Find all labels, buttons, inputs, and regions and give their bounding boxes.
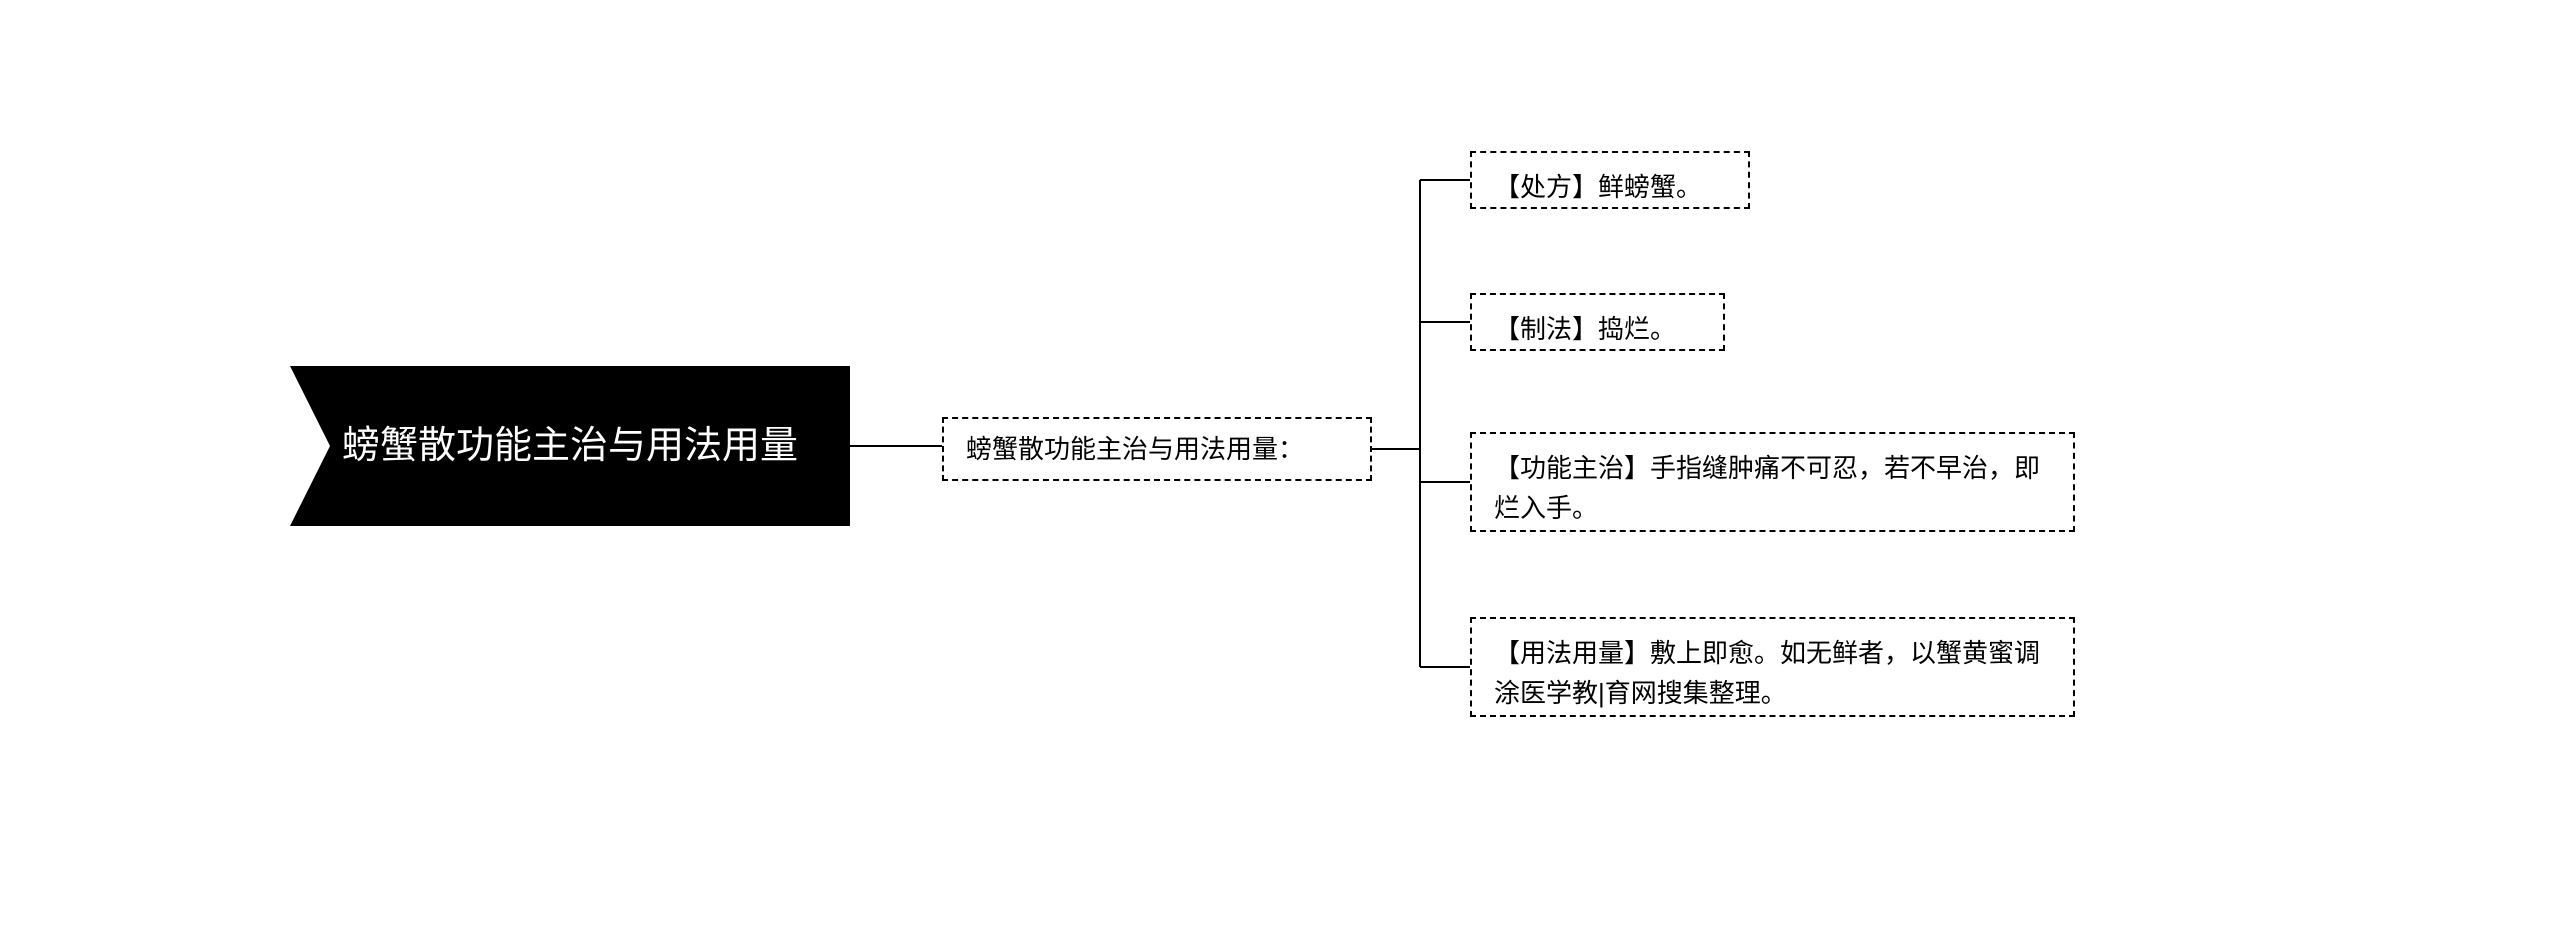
level1-node-text: 螃蟹散功能主治与用法用量： bbox=[966, 429, 1304, 469]
leaf-node-0: 【处方】鲜螃蟹。 bbox=[1470, 151, 1750, 209]
leaf-text-2: 【功能主治】手指缝肿痛不可忍，若不早治，即烂入手。 bbox=[1494, 453, 2040, 523]
level1-node: 螃蟹散功能主治与用法用量： bbox=[942, 417, 1372, 481]
leaf-text-3: 【用法用量】敷上即愈。如无鲜者，以蟹黄蜜调涂医学教|育网搜集整理。 bbox=[1494, 638, 2040, 708]
leaf-text-0: 【处方】鲜螃蟹。 bbox=[1494, 172, 1702, 202]
root-node-notch bbox=[290, 366, 330, 526]
leaf-node-1: 【制法】捣烂。 bbox=[1470, 293, 1725, 351]
leaf-node-2: 【功能主治】手指缝肿痛不可忍，若不早治，即烂入手。 bbox=[1470, 432, 2075, 532]
root-node-text: 螃蟹散功能主治与用法用量 bbox=[342, 418, 798, 475]
root-node: 螃蟹散功能主治与用法用量 bbox=[290, 366, 850, 526]
leaf-text-1: 【制法】捣烂。 bbox=[1494, 314, 1676, 344]
leaf-node-3: 【用法用量】敷上即愈。如无鲜者，以蟹黄蜜调涂医学教|育网搜集整理。 bbox=[1470, 617, 2075, 717]
